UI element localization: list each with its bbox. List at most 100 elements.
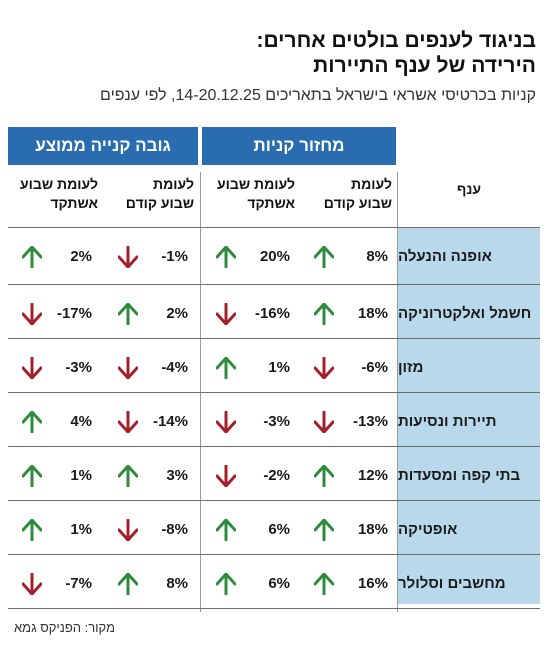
arrow-up-icon — [118, 464, 138, 487]
table-row: חשמל ואלקטרוניקה 18% -16% 2% -17% — [0, 287, 550, 340]
column-header-vol-prev-week: לעומת שבוע קודם — [300, 175, 392, 223]
percent-value: 16% — [357, 575, 388, 592]
value-cell: 2% — [108, 287, 196, 340]
arrow-up-icon — [314, 245, 334, 268]
divider — [8, 608, 540, 609]
divider — [8, 392, 540, 393]
percent-value: 18% — [357, 305, 388, 322]
column-header-avg-prev-week-text: לעומת שבוע קודם — [125, 176, 194, 211]
subtitle: קניות בכרטיסי אשראי בישראל בתאריכים 14-2… — [100, 87, 536, 104]
percent-value: 12% — [357, 467, 388, 484]
branch-name: חשמל ואלקטרוניקה — [398, 305, 532, 322]
table-row: מזון -6% 1% -4% -3% — [0, 341, 550, 394]
arrow-down-icon — [314, 410, 334, 433]
percent-value: -2% — [263, 467, 290, 484]
percent-value: 1% — [70, 521, 92, 538]
branch-name: מחשבים וסלולר — [398, 575, 506, 592]
value-cell: 2% — [12, 230, 100, 283]
value-cell: -8% — [108, 503, 196, 556]
arrow-up-icon — [22, 518, 42, 541]
arrow-up-icon — [314, 518, 334, 541]
percent-value: 1% — [70, 467, 92, 484]
value-cell: 8% — [108, 557, 196, 610]
table-row: תיירות ונסיעות -13% -3% -14% 4% — [0, 395, 550, 448]
percent-value: 2% — [70, 248, 92, 265]
value-cell: -2% — [206, 449, 298, 502]
column-header-branch: ענף — [456, 181, 482, 197]
value-cell: 6% — [206, 557, 298, 610]
percent-value: -7% — [65, 575, 92, 592]
table-row: בתי קפה ומסעדות 12% -2% 3% 1% — [0, 449, 550, 502]
percent-value: -16% — [254, 305, 290, 322]
arrow-down-icon — [118, 518, 138, 541]
value-cell: 18% — [304, 287, 396, 340]
group-header-avg-purchase: גובה קנייה ממוצע — [8, 127, 198, 165]
title-line-2: הירידה של ענף התיירות — [313, 54, 536, 77]
value-cell: 18% — [304, 503, 396, 556]
column-header-avg-prev-week: לעומת שבוע קודם — [106, 175, 194, 223]
divider — [8, 446, 540, 447]
arrow-up-icon — [314, 302, 334, 325]
branch-column-background — [398, 228, 540, 604]
arrow-up-icon — [216, 356, 236, 379]
arrow-down-icon — [216, 464, 236, 487]
percent-value: 6% — [268, 521, 290, 538]
value-cell: -14% — [108, 395, 196, 448]
value-cell: 1% — [12, 503, 100, 556]
table-row: אופנה והנעלה 8% 20% -1% 2% — [0, 230, 550, 283]
percent-value: 20% — [259, 248, 290, 265]
percent-value: 8% — [366, 248, 388, 265]
page-title: בניגוד לענפים בולטים אחרים: הירידה של ענ… — [14, 28, 536, 78]
percent-value: -14% — [152, 413, 188, 430]
group-header-purchase-volume: מחזור קניות — [202, 127, 396, 165]
divider — [8, 284, 540, 285]
value-cell: -3% — [12, 341, 100, 394]
column-header-avg-last-year: לעומת שבוע אשתקד — [10, 175, 98, 223]
percent-value: 1% — [268, 359, 290, 376]
value-cell: 6% — [206, 503, 298, 556]
arrow-down-icon — [216, 410, 236, 433]
percent-value: -17% — [56, 305, 92, 322]
arrow-down-icon — [118, 356, 138, 379]
percent-value: -13% — [352, 413, 388, 430]
value-cell: -7% — [12, 557, 100, 610]
branch-name: אופטיקה — [398, 521, 458, 538]
branch-name: מזון — [398, 359, 424, 376]
percent-value: 3% — [166, 467, 188, 484]
value-cell: -13% — [304, 395, 396, 448]
divider — [8, 554, 540, 555]
percent-value: 6% — [268, 575, 290, 592]
value-cell: 4% — [12, 395, 100, 448]
table-row: אופטיקה 18% 6% -8% 1% — [0, 503, 550, 556]
arrow-up-icon — [118, 302, 138, 325]
arrow-down-icon — [22, 572, 42, 595]
value-cell: -17% — [12, 287, 100, 340]
percent-value: 4% — [70, 413, 92, 430]
arrow-up-icon — [118, 572, 138, 595]
value-cell: 20% — [206, 230, 298, 283]
branch-name: בתי קפה ומסעדות — [398, 467, 521, 484]
arrow-down-icon — [314, 356, 334, 379]
arrow-down-icon — [216, 302, 236, 325]
arrow-up-icon — [314, 464, 334, 487]
value-cell: 3% — [108, 449, 196, 502]
arrow-up-icon — [314, 572, 334, 595]
value-cell: -6% — [304, 341, 396, 394]
value-cell: -3% — [206, 395, 298, 448]
arrow-up-icon — [22, 464, 42, 487]
arrow-up-icon — [216, 572, 236, 595]
arrow-down-icon — [22, 356, 42, 379]
value-cell: 16% — [304, 557, 396, 610]
value-cell: 1% — [206, 341, 298, 394]
percent-value: -1% — [161, 248, 188, 265]
arrow-up-icon — [216, 518, 236, 541]
value-cell: -4% — [108, 341, 196, 394]
divider — [8, 338, 540, 339]
branch-name: תיירות ונסיעות — [398, 413, 497, 430]
value-cell: -16% — [206, 287, 298, 340]
percent-value: 2% — [166, 305, 188, 322]
column-header-avg-last-year-text: לעומת שבוע אשתקד — [20, 176, 98, 211]
percent-value: -4% — [161, 359, 188, 376]
column-header-vol-last-year: לעומת שבוע אשתקד — [203, 175, 295, 223]
arrow-up-icon — [216, 245, 236, 268]
